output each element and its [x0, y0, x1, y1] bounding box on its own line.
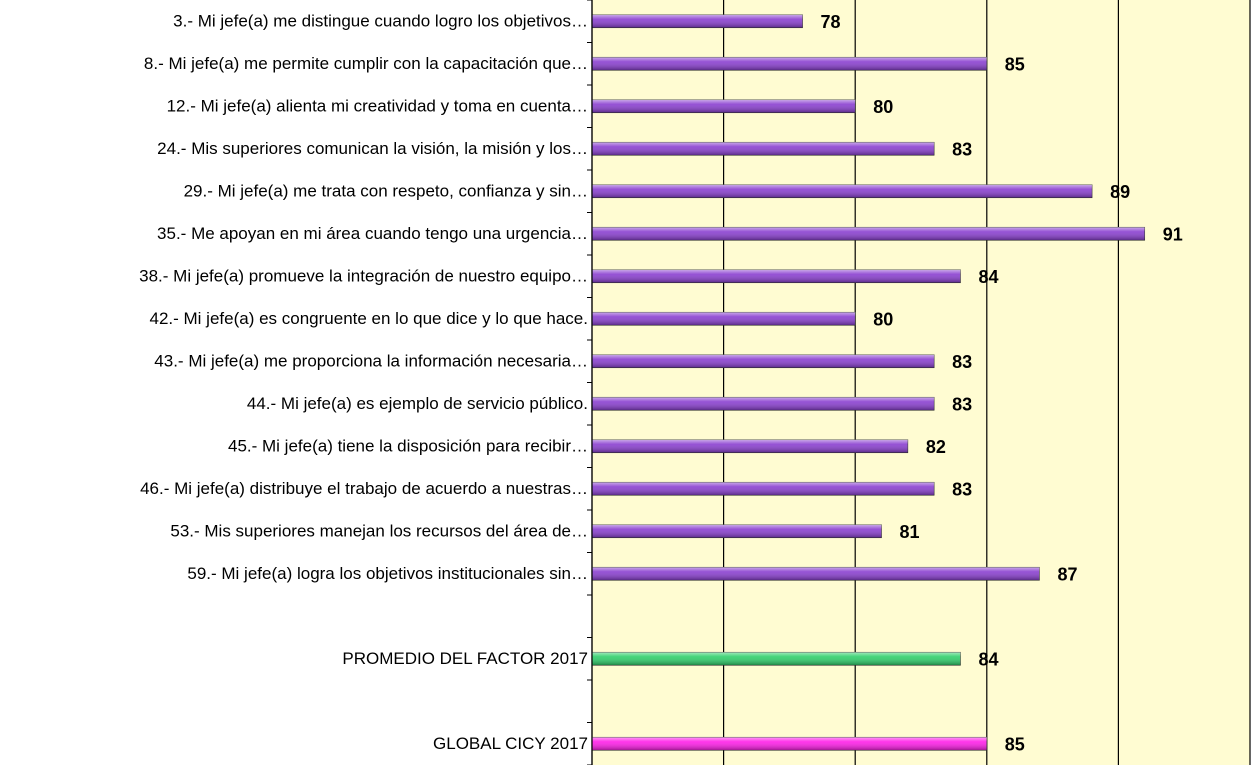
category-label: 24.- Mis superiores comunican la visión,… — [157, 139, 588, 158]
category-label: 46.- Mi jefe(a) distribuye el trabajo de… — [140, 479, 588, 498]
category-label: 53.- Mis superiores manejan los recursos… — [170, 522, 588, 541]
category-label: 29.- Mi jefe(a) me trata con respeto, co… — [184, 182, 588, 201]
bar-shade — [592, 142, 935, 156]
bar-shade — [592, 439, 908, 453]
value-label: 80 — [873, 97, 893, 117]
category-label: GLOBAL CICY 2017 — [433, 734, 588, 753]
value-label: 91 — [1163, 225, 1183, 245]
bar-shade — [592, 57, 987, 71]
category-label: 43.- Mi jefe(a) me proporciona la inform… — [154, 352, 588, 371]
bar-shade — [592, 269, 961, 283]
value-label: 83 — [952, 352, 972, 372]
value-label: 84 — [978, 650, 998, 670]
value-label: 82 — [926, 437, 946, 457]
value-label: 89 — [1110, 182, 1130, 202]
bar-shade — [592, 312, 856, 326]
value-label: 85 — [1005, 735, 1025, 755]
category-label: 8.- Mi jefe(a) me permite cumplir con la… — [144, 54, 588, 73]
value-label: 85 — [1005, 55, 1025, 75]
value-label: 83 — [952, 395, 972, 415]
bar-shade — [592, 567, 1040, 581]
bar-shade — [592, 397, 935, 411]
category-label: 45.- Mi jefe(a) tiene la disposición par… — [228, 437, 588, 456]
bar-shade — [592, 482, 935, 496]
bar-shade — [592, 227, 1145, 241]
category-label: 59.- Mi jefe(a) logra los objetivos inst… — [187, 564, 588, 583]
category-label: 12.- Mi jefe(a) alienta mi creatividad y… — [167, 97, 588, 116]
value-label: 83 — [952, 140, 972, 160]
category-label: 38.- Mi jefe(a) promueve la integración … — [139, 267, 588, 286]
category-label: 35.- Me apoyan en mi área cuando tengo u… — [157, 224, 588, 243]
value-label: 87 — [1057, 565, 1077, 585]
bar-shade — [592, 524, 882, 538]
bar-shade — [592, 14, 803, 28]
category-label: 42.- Mi jefe(a) es congruente en lo que … — [150, 309, 589, 328]
category-label: PROMEDIO DEL FACTOR 2017 — [342, 649, 588, 668]
bar-shade — [592, 737, 987, 751]
value-label: 81 — [900, 522, 920, 542]
bar-shade — [592, 354, 935, 368]
value-label: 78 — [821, 12, 841, 32]
value-label: 84 — [978, 267, 998, 287]
plot-area — [592, 0, 1250, 765]
bar-shade — [592, 184, 1093, 198]
bar-shade — [592, 652, 961, 666]
category-label: 3.- Mi jefe(a) me distingue cuando logro… — [173, 12, 588, 31]
value-label: 80 — [873, 310, 893, 330]
category-label: 44.- Mi jefe(a) es ejemplo de servicio p… — [247, 394, 588, 413]
bar-shade — [592, 99, 856, 113]
value-label: 83 — [952, 480, 972, 500]
